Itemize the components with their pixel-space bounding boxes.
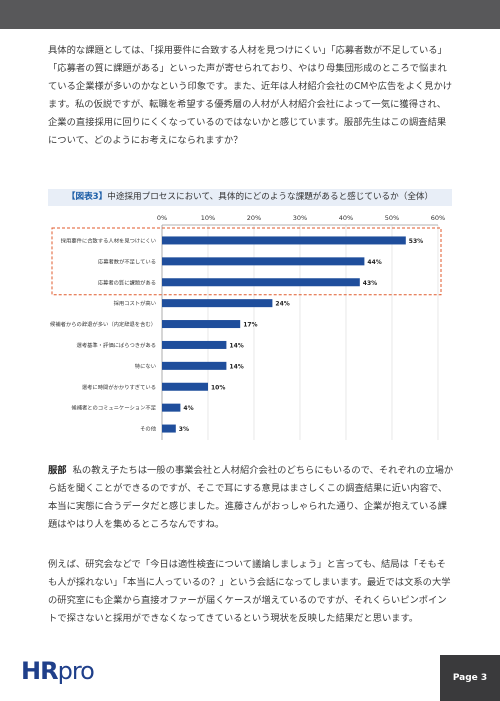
footer [0,653,500,701]
category-label: 特にない [135,362,156,370]
paragraph-3: 例えば、研究会などで「今日は適性検査について議論しましょう」と言っても、結局は「… [48,559,451,624]
category-label: 応募者数が不足している [98,257,156,265]
category-label: 採用要件に合致する人材を見つけにくい [61,236,156,244]
x-tick-label: 0% [157,214,167,222]
bar [162,340,227,349]
value-label: 17% [243,322,257,329]
x-tick-label: 30% [293,214,307,222]
category-label: 応募者の質に課題がある [98,278,156,286]
value-label: 44% [367,259,381,266]
header-bar [0,0,500,29]
x-tick-label: 60% [431,214,445,222]
bar [162,299,273,308]
bar [162,320,241,329]
highlight-box [51,227,442,296]
x-tick-label: 50% [385,214,399,222]
figure-title: 【図表3】中途採用プロセスにおいて、具体的にどのような課題があると感じているか（… [48,189,452,206]
value-label: 53% [409,238,423,245]
paragraph-2-text: 私の教え子たちは一般の事業会社と人材紹介会社のどちらにもいるので、それぞれの立場… [48,465,454,530]
value-label: 3% [179,426,189,433]
value-label: 43% [363,280,377,287]
paragraph-1: 具体的な課題としては、「採用要件に合致する人材を見つけにくい」「応募者数が不足し… [48,45,453,146]
page-number: Page 3 [440,655,500,701]
figure-tag: 【図表3】 [66,192,108,202]
category-label: 選考に時間がかかりすぎている [82,383,156,391]
value-label: 4% [183,405,193,412]
x-tick-label: 20% [247,214,261,222]
speaker-name: 服部 [48,465,67,476]
value-label: 10% [211,384,225,391]
category-label: その他 [140,425,157,433]
category-label: 選考基準・評価にばらつきがある [77,341,156,349]
value-label: 14% [229,342,243,349]
bar [162,403,181,412]
category-label: 候補者とのコミュニケーション不足 [71,404,156,412]
x-tick-label: 40% [339,214,353,222]
bar [162,257,365,266]
value-label: 24% [275,301,289,308]
paragraph-2: 服部 私の教え子たちは一般の事業会社と人材紹介会社のどちらにもいるので、それぞれの… [48,462,454,534]
bar [162,382,208,391]
hrpro-logo: HRpro [21,657,95,685]
value-label: 14% [229,363,243,370]
bar [162,361,227,370]
bar [162,236,406,245]
x-tick-label: 10% [201,214,215,222]
category-label: 採用コストが高い [114,299,156,307]
bar [162,278,360,287]
bar [162,424,176,433]
category-label: 候補者からの辞退が多い（内定辞退を含む） [50,320,156,328]
figure-title-text: 中途採用プロセスにおいて、具体的にどのような課題があると感じているか（全体） [107,192,434,202]
